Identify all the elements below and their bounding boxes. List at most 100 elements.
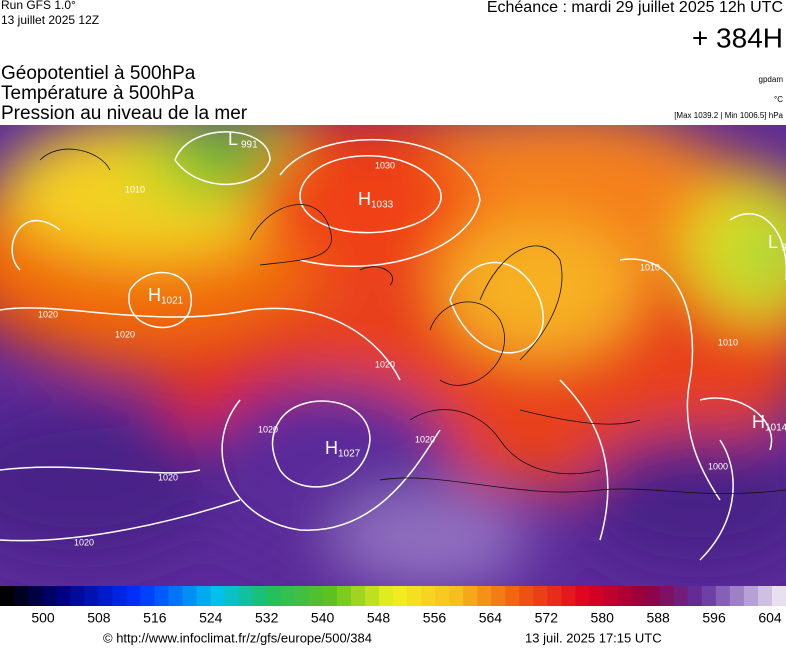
run-date: 13 juillet 2025 12Z: [1, 13, 99, 27]
valid-time: Echéance : mardi 29 juillet 2025 12h UTC: [487, 0, 783, 16]
colorbar-swatch: [182, 586, 197, 606]
colorbar-swatch: [210, 586, 226, 606]
colorbar-swatch: [70, 586, 85, 606]
colorbar-swatch: [28, 586, 43, 606]
isobar-label: 1020: [115, 329, 135, 339]
colorbar-swatch: [266, 586, 282, 606]
colorbar-swatch: [336, 586, 352, 606]
colorbar-swatch: [421, 586, 436, 606]
colorbar-swatch: [126, 586, 141, 606]
colorbar-swatch: [196, 586, 212, 606]
colorbar-swatch: [603, 586, 619, 606]
center-letter: H: [148, 285, 161, 305]
isobar-label: 1010: [640, 262, 660, 272]
colorbar-swatch: [673, 586, 689, 606]
colorbar-tick-label: 508: [87, 610, 111, 626]
colorbar-swatch: [575, 586, 590, 606]
colorbar-swatch: [449, 586, 464, 606]
colorbar-tick-label: 516: [143, 610, 167, 626]
colorbar-swatch: [645, 586, 661, 606]
colorbar-swatch: [463, 586, 478, 606]
colorbar-swatch: [364, 586, 380, 606]
colorbar-tick-label: 564: [479, 610, 503, 626]
colorbar-swatch: [659, 586, 675, 606]
colorbar-swatch: [154, 586, 169, 606]
colorbar-swatch: [350, 586, 366, 606]
map-title: Géopotentiel à 500hPa: [1, 63, 196, 84]
unit: gpdam: [759, 75, 784, 84]
colorbar-tick-label: 604: [758, 610, 782, 626]
lead-time: + 384H: [692, 22, 783, 53]
colorbar-swatch: [98, 586, 113, 606]
colorbar-swatch: [519, 586, 534, 606]
isobar-label: 1000: [708, 461, 728, 471]
colorbar-tick-label: 548: [367, 610, 391, 626]
colorbar-swatch: [393, 586, 408, 606]
colorbar-tick-label: 596: [702, 610, 726, 626]
coastlines: [39, 148, 786, 494]
colorbar-tick-label: 580: [591, 610, 615, 626]
pressure-range: [Max 1039.2 | Min 1006.5] hPa: [674, 111, 783, 120]
map-title: Température à 500hPa: [1, 83, 195, 104]
center-value: 1014: [765, 423, 786, 434]
colorbar-swatch: [14, 586, 29, 606]
colorbar-swatch: [224, 586, 240, 606]
colorbar-tick-label: 500: [31, 610, 55, 626]
map-title: Pression au niveau de la mer: [1, 103, 248, 124]
center-letter: H: [752, 412, 765, 432]
center-letter: H: [358, 189, 371, 209]
isobar-label: 1020: [415, 434, 435, 444]
colorbar-tick-label: 540: [311, 610, 335, 626]
isobar-label: 1020: [158, 472, 178, 482]
colorbar-swatch: [0, 586, 15, 606]
colorbar-swatch: [140, 586, 155, 606]
colorbar-swatch: [589, 586, 605, 606]
colorbar-swatch: [238, 586, 254, 606]
colorbar-swatch: [322, 586, 338, 606]
colorbar-swatch: [547, 586, 562, 606]
isobar-label: 1020: [38, 309, 58, 319]
center-letter: L: [768, 232, 778, 252]
colorbar-swatch: [617, 586, 633, 606]
center-value: 98: [781, 243, 786, 254]
isobar-label: 1020: [74, 537, 94, 547]
colorbar-swatch: [407, 586, 422, 606]
isobar-label: 1020: [375, 359, 395, 369]
generated-time: 13 juil. 2025 17:15 UTC: [525, 630, 662, 645]
colorbar-swatch: [533, 586, 548, 606]
center-value: 1021: [161, 296, 184, 307]
colorbar-swatch: [42, 586, 57, 606]
colorbar-swatch: [435, 586, 450, 606]
isobar-label: 1020: [258, 424, 278, 434]
isobar-label: 1030: [375, 160, 395, 170]
colorbar-swatch: [378, 586, 394, 606]
colorbar-tick-label: 524: [199, 610, 223, 626]
colorbar-tick-label: 556: [423, 610, 447, 626]
colorbar-swatch: [168, 586, 183, 606]
colorbar-swatch: [112, 586, 127, 606]
map: [0, 125, 786, 586]
run-label: Run GFS 1.0°: [1, 0, 76, 12]
center-value: 1027: [338, 449, 361, 460]
colorbar-swatch: [701, 586, 717, 606]
center-letter: L: [228, 129, 238, 149]
colorbar-swatch: [561, 586, 576, 606]
colorbar-swatch: [505, 586, 520, 606]
center-value: 1033: [371, 200, 394, 211]
colorbar-swatch: [308, 586, 324, 606]
colorbar-swatch: [84, 586, 99, 606]
unit: °C: [774, 95, 783, 104]
colorbar-swatch: [771, 586, 786, 606]
isobar-label: 1010: [718, 337, 738, 347]
colorbar-swatch: [252, 586, 268, 606]
colorbar-tick-label: 588: [646, 610, 670, 626]
colorbar-swatch: [715, 586, 731, 606]
center-letter: H: [325, 438, 338, 458]
colorbar-swatch: [280, 586, 296, 606]
colorbar-swatch: [729, 586, 745, 606]
isobars: [0, 131, 786, 561]
source-url: © http://www.infoclimat.fr/z/gfs/europe/…: [103, 630, 372, 645]
center-value: 991: [241, 140, 258, 151]
